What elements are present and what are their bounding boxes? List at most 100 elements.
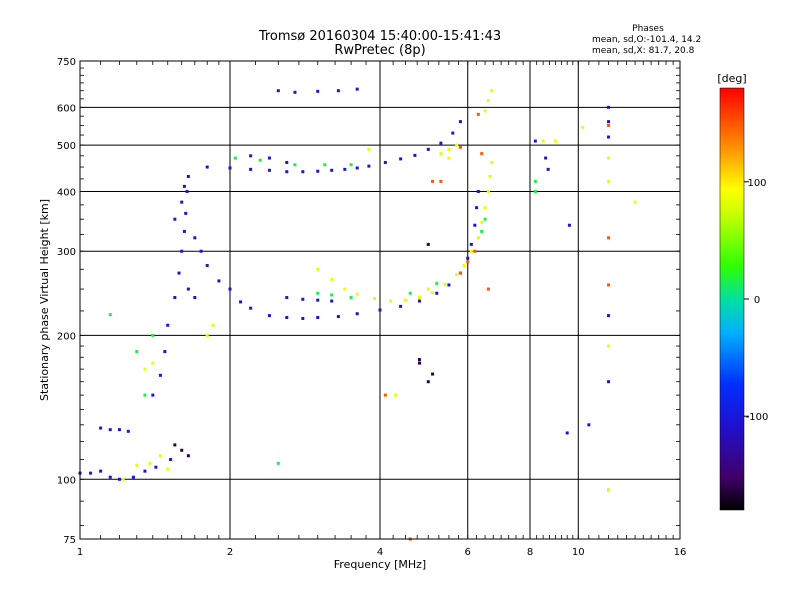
data-point [143, 367, 147, 371]
data-point [541, 139, 545, 143]
data-point [228, 287, 232, 291]
data-point [355, 292, 359, 296]
data-point [316, 89, 320, 93]
data-point [394, 393, 398, 397]
data-point [193, 236, 197, 240]
x-tick-label: 16 [674, 547, 687, 558]
data-point [343, 167, 347, 171]
data-point [276, 461, 280, 465]
x-axis-ticks: 1 2 4 6 8 10 16 [77, 61, 687, 558]
data-point [490, 89, 494, 93]
data-point [173, 217, 177, 221]
data-point [276, 89, 280, 93]
data-point [180, 200, 184, 204]
data-point [466, 260, 470, 264]
data-point [466, 256, 470, 260]
data-point [117, 477, 121, 481]
data-point [228, 166, 232, 170]
plot-grid [80, 61, 680, 539]
x-tick-label: 6 [465, 547, 471, 558]
colorbar-label: [deg] [717, 72, 746, 85]
data-point [480, 229, 484, 233]
data-point [135, 350, 139, 354]
data-point [180, 448, 184, 452]
data-point [233, 156, 237, 160]
data-point [301, 316, 305, 320]
data-point [182, 184, 186, 188]
data-point [301, 170, 305, 174]
data-point [285, 315, 289, 319]
data-point [355, 166, 359, 170]
data-point [607, 314, 611, 318]
data-point [486, 189, 490, 193]
data-point [199, 249, 203, 253]
x-tick-label: 2 [227, 547, 233, 558]
data-point [349, 296, 353, 300]
data-point [431, 179, 435, 183]
data-point [186, 174, 190, 178]
data-point [462, 264, 466, 268]
y-axis-ticks: 75 100 200 300 400 500 600 750 [57, 57, 680, 546]
data-point [607, 344, 611, 348]
data-point [126, 429, 130, 433]
data-point [490, 160, 494, 164]
data-point [469, 242, 473, 246]
data-point [316, 291, 320, 295]
data-point [447, 156, 451, 160]
data-point [158, 454, 162, 458]
data-point [143, 393, 147, 397]
stats-o-mode: mean, sd,O:-101.4, 14.2 [592, 35, 701, 45]
data-point [217, 279, 221, 283]
data-point [383, 160, 387, 164]
data-point [182, 229, 186, 233]
y-axis-label: Stationary phase Virtual Height [km] [38, 199, 51, 401]
y-tick-label: 75 [63, 535, 76, 546]
data-point [399, 304, 403, 308]
data-point [186, 287, 190, 291]
data-point [587, 423, 591, 427]
data-point [336, 89, 340, 93]
data-point [151, 333, 155, 337]
data-point [267, 156, 271, 160]
data-point [458, 120, 462, 124]
data-point [607, 380, 611, 384]
data-point [99, 426, 103, 430]
data-point [173, 443, 177, 447]
data-point [426, 242, 430, 246]
data-point [108, 475, 112, 479]
data-point [285, 160, 289, 164]
data-point [267, 314, 271, 318]
data-point [607, 179, 611, 183]
data-point [458, 271, 462, 275]
data-point [383, 393, 387, 397]
data-point [330, 277, 334, 281]
data-point [486, 287, 490, 291]
data-point [439, 141, 443, 145]
data-point [205, 333, 209, 337]
data-point [316, 315, 320, 319]
data-point [135, 463, 139, 467]
data-point [249, 154, 253, 158]
data-point [435, 281, 439, 285]
data-point [480, 152, 484, 156]
data-point [239, 300, 243, 304]
colorbar-tick-label: 100 [747, 178, 766, 189]
data-point [417, 358, 421, 362]
y-tick-label: 100 [57, 475, 76, 486]
data-point [330, 299, 334, 303]
data-point [343, 287, 347, 291]
data-point [607, 123, 611, 127]
data-point [476, 112, 480, 116]
data-point [185, 189, 189, 193]
data-point [413, 153, 417, 157]
data-point [148, 461, 152, 465]
y-tick-label: 600 [57, 103, 76, 114]
data-point [633, 200, 637, 204]
x-axis-label: Frequency [MHz] [334, 558, 426, 571]
data-point [447, 283, 451, 287]
data-point [475, 206, 479, 210]
data-point [117, 428, 121, 432]
data-point [316, 169, 320, 173]
data-point [301, 297, 305, 301]
